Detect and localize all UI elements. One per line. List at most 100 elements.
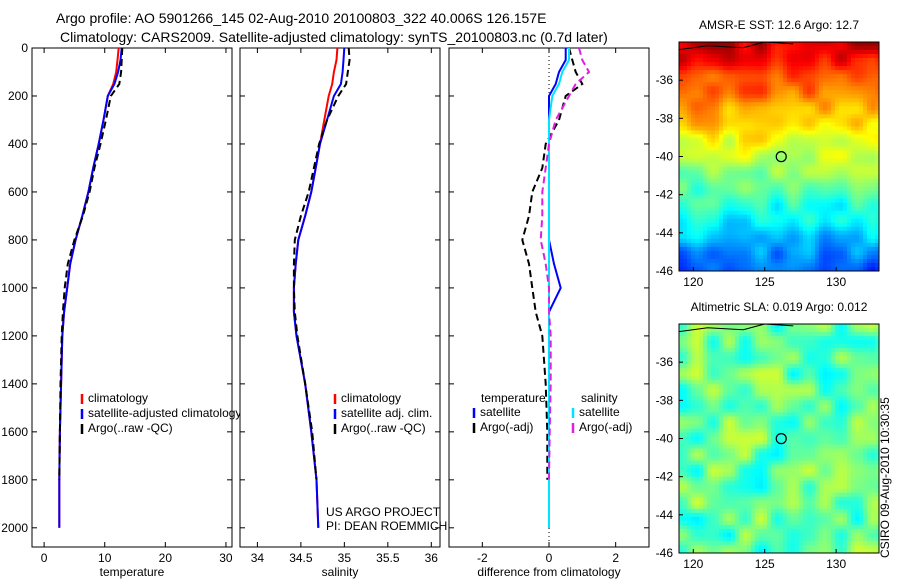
heatmap-cell xyxy=(819,404,824,409)
heatmap-cell xyxy=(767,324,772,329)
heatmap-cell xyxy=(847,86,852,91)
heatmap-cell xyxy=(871,194,876,200)
heatmap-cell xyxy=(867,158,872,163)
heatmap-cell xyxy=(783,344,788,349)
heatmap-cell xyxy=(803,436,808,441)
heatmap-cell xyxy=(855,226,860,232)
heatmap-cell xyxy=(855,206,860,212)
heatmap-cell xyxy=(715,102,720,107)
heatmap-cell xyxy=(755,114,760,119)
heatmap-cell xyxy=(771,384,776,389)
heatmap-cell xyxy=(815,368,820,373)
heatmap-cell xyxy=(875,456,880,461)
heatmap-cell xyxy=(767,250,772,256)
heatmap-cell xyxy=(771,440,776,445)
heatmap-cell xyxy=(839,246,844,252)
heatmap-cell xyxy=(815,440,820,445)
heatmap-cell xyxy=(719,174,724,179)
heatmap-cell xyxy=(795,412,800,417)
heatmap-cell xyxy=(739,230,744,236)
heatmap-cell xyxy=(759,134,764,139)
heatmap-cell xyxy=(695,86,700,91)
heatmap-cell xyxy=(751,444,756,449)
heatmap-cell xyxy=(843,258,848,264)
heatmap-cell xyxy=(839,186,844,192)
heatmap-cell xyxy=(811,54,816,59)
heatmap-cell xyxy=(695,226,700,232)
heatmap-cell xyxy=(803,254,808,260)
heatmap-cell xyxy=(775,324,780,329)
heatmap-cell xyxy=(731,400,736,405)
heatmap-cell xyxy=(795,74,800,79)
heatmap-cell xyxy=(723,226,728,232)
heatmap-cell xyxy=(835,98,840,103)
heatmap-cell xyxy=(811,186,816,192)
heatmap-cell xyxy=(819,436,824,441)
heatmap-cell xyxy=(803,190,808,196)
heatmap-cell xyxy=(699,174,704,179)
heatmap-cell xyxy=(699,146,704,151)
heatmap-cell xyxy=(811,90,816,95)
heatmap-cell xyxy=(767,42,772,47)
heatmap-cell xyxy=(719,138,724,143)
heatmap-cell xyxy=(743,142,748,147)
heatmap-cell xyxy=(867,238,872,244)
heatmap-cell xyxy=(711,408,716,413)
heatmap-cell xyxy=(775,340,780,345)
heatmap-cell xyxy=(707,166,712,171)
heatmap-cell xyxy=(791,328,796,333)
heatmap-cell xyxy=(791,348,796,353)
heatmap-cell xyxy=(839,178,844,184)
heatmap-cell xyxy=(727,392,732,397)
heatmap-cell xyxy=(751,404,756,409)
heatmap-cell xyxy=(799,376,804,381)
heatmap-cell xyxy=(827,376,832,381)
heatmap-cell xyxy=(727,230,732,236)
heatmap-cell xyxy=(679,348,684,353)
heatmap-cell xyxy=(751,98,756,103)
heatmap-cell xyxy=(759,384,764,389)
heatmap-cell xyxy=(723,218,728,224)
heatmap-cell xyxy=(859,110,864,115)
heatmap-cell xyxy=(723,376,728,381)
heatmap-cell xyxy=(823,70,828,75)
heatmap-cell xyxy=(855,50,860,55)
heatmap-cell xyxy=(787,476,792,482)
heatmap-cell xyxy=(727,46,732,51)
heatmap-cell xyxy=(835,126,840,131)
heatmap-cell xyxy=(739,238,744,244)
heatmap-cell xyxy=(699,142,704,147)
heatmap-cell xyxy=(827,412,832,417)
heatmap-cell xyxy=(743,178,748,184)
heatmap-cell xyxy=(707,404,712,409)
heatmap-cell xyxy=(835,250,840,256)
heatmap-cell xyxy=(787,372,792,377)
heatmap-cell xyxy=(851,380,856,385)
heatmap-cell xyxy=(767,166,772,171)
heatmap-cell xyxy=(759,234,764,240)
heatmap-cell xyxy=(723,166,728,171)
heatmap-cell xyxy=(847,162,852,167)
heatmap-cell xyxy=(751,222,756,228)
heatmap-cell xyxy=(791,190,796,196)
heatmap-cell xyxy=(791,388,796,393)
heatmap-cell xyxy=(683,456,688,461)
heatmap-cell xyxy=(823,90,828,95)
heatmap-cell xyxy=(875,404,880,409)
heatmap-cell xyxy=(719,114,724,119)
heatmap-cell xyxy=(867,118,872,123)
heatmap-cell xyxy=(727,86,732,91)
heatmap-cell xyxy=(787,242,792,248)
y-tick-label: -38 xyxy=(656,111,674,125)
heatmap-cell xyxy=(751,460,756,466)
heatmap-cell xyxy=(719,158,724,163)
heatmap-cell xyxy=(839,352,844,357)
heatmap-cell xyxy=(839,146,844,151)
heatmap-cell xyxy=(779,218,784,224)
heatmap-cell xyxy=(719,82,724,87)
heatmap-cell xyxy=(843,400,848,405)
heatmap-cell xyxy=(783,408,788,413)
heatmap-cell xyxy=(779,142,784,147)
heatmap-cell xyxy=(779,416,784,421)
heatmap-cell xyxy=(859,428,864,433)
